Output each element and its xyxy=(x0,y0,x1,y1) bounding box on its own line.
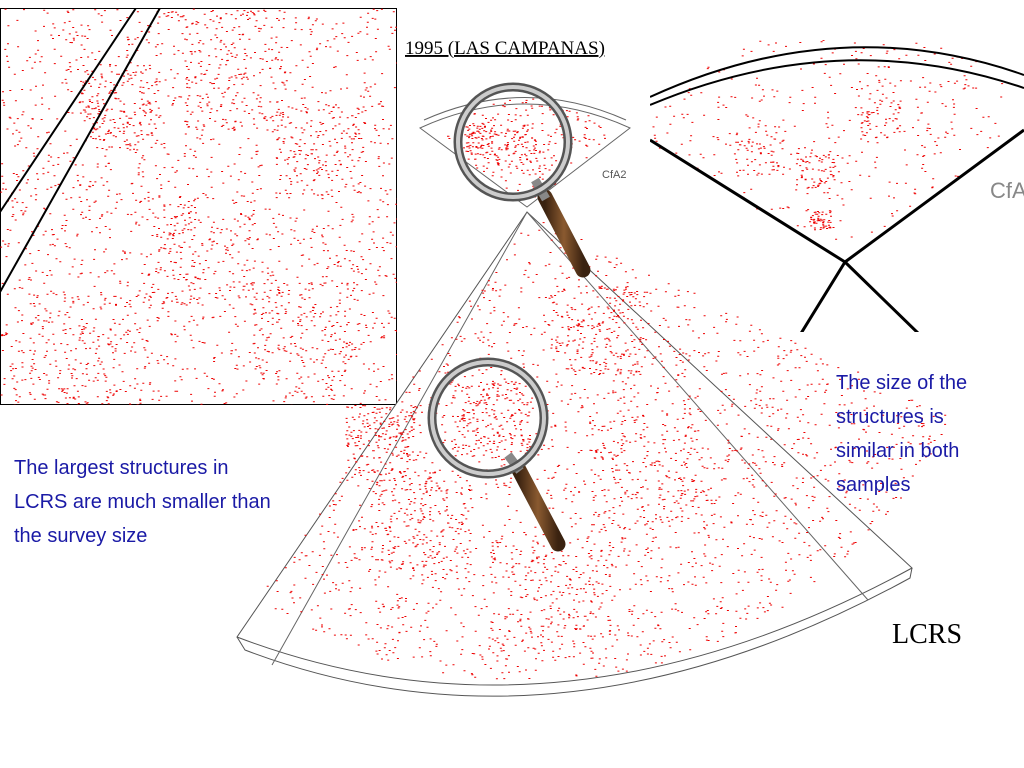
magnifier-cfa2 xyxy=(453,82,591,278)
note-line: structures is xyxy=(836,406,944,428)
note-line: LCRS are much smaller than xyxy=(14,491,271,513)
cfa2-wedge: CfA2 xyxy=(419,97,631,208)
left-note: The largest structures in LCRS are much … xyxy=(14,457,276,547)
note-line: the survey size xyxy=(14,525,147,547)
note-line: The size of the xyxy=(836,372,967,394)
cfa2-zoom-label: CfA2 xyxy=(990,178,1024,203)
right-zoom-panel: CfA2 xyxy=(650,40,1024,332)
cfa2-label: CfA2 xyxy=(602,169,626,181)
galaxy-dots xyxy=(652,40,1004,240)
note-line: samples xyxy=(836,474,910,496)
galaxy-dots xyxy=(447,98,606,198)
left-zoom-panel xyxy=(0,8,397,405)
lcrs-label: LCRS xyxy=(892,619,962,650)
note-line: similar in both xyxy=(836,440,959,462)
lcrs-wedge xyxy=(236,211,947,697)
magnifier-lcrs xyxy=(427,357,566,552)
right-note: The size of the structures is similar in… xyxy=(836,372,973,496)
note-line: The largest structures in xyxy=(14,457,229,479)
title: 1995 (LAS CAMPANAS) xyxy=(405,38,605,59)
